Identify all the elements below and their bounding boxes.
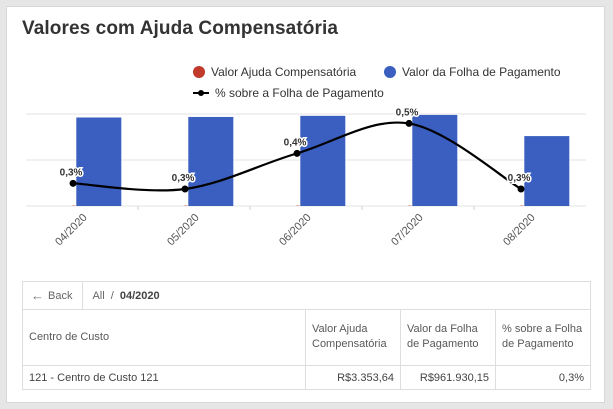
cell-centro-de-custo: 121 - Centro de Custo 121 [29,372,159,384]
cell-percent-folha: 0,3% [558,372,584,384]
bar-folha [188,116,234,206]
legend-item-percent[interactable]: % sobre a Folha de Pagamento [193,86,384,100]
x-tick-label: 06/2020 [277,212,314,249]
percent-point [181,185,189,193]
legend-label-percent: % sobre a Folha de Pagamento [215,86,384,100]
bar-folha [412,114,458,206]
back-label: Back [48,289,73,302]
arrow-left-icon: ← [31,288,44,303]
cell-valor-ajuda: R$3.353,64 [337,372,394,384]
percent-data-label: 0,4% [284,137,307,148]
breadcrumb-current: 04/2020 [119,289,160,302]
percent-data-label: 0,5% [396,107,419,118]
breadcrumb-separator: / [110,289,114,302]
percent-point [293,149,301,157]
legend-item-ajuda[interactable]: Valor Ajuda Compensatória [193,65,356,79]
x-tick-label: 05/2020 [165,212,202,249]
x-tick-label: 08/2020 [501,212,538,249]
breadcrumb-path: All / 04/2020 [92,290,159,302]
percent-data-label: 0,3% [508,173,531,184]
legend-item-folha[interactable]: Valor da Folha de Pagamento [384,65,561,79]
breadcrumb: ← Back All / 04/2020 [23,282,590,310]
percent-point [69,179,77,187]
header-centro-de-custo[interactable]: Centro de Custo [23,309,305,366]
percent-point [517,185,525,193]
legend-marker-folha [384,66,396,78]
legend-label-ajuda: Valor Ajuda Compensatória [211,65,357,79]
x-tick-label: 04/2020 [53,212,90,249]
combo-chart: 04/2020 05/2020 06/2020 07/2020 08/2020 0,3% 0… [26,106,586,249]
legend-marker-percent [193,88,209,98]
drilldown-table: ← Back All / 04/2020 Centro de Custo 121… [22,281,591,390]
bar-folha [524,136,570,206]
column-valor-folha: Valor da Folha de Pagamento R$961.930,15 [401,309,496,390]
percent-data-label: 0,3% [60,167,83,178]
bar-folha [300,115,346,206]
column-percent-folha: % sobre a Folha de Pagamento 0,3% [496,309,590,390]
header-valor-folha[interactable]: Valor da Folha de Pagamento [401,309,495,366]
x-tick-label: 07/2020 [389,212,426,249]
legend-marker-ajuda [193,66,205,78]
cell-valor-folha: R$961.930,15 [419,372,489,384]
percent-point [405,119,413,127]
header-valor-ajuda[interactable]: Valor Ajuda Compensatória [306,309,400,366]
column-centro-de-custo: Centro de Custo 121 - Centro de Custo 12… [23,309,306,390]
back-button[interactable]: ← Back [23,282,84,309]
column-valor-ajuda: Valor Ajuda Compensatória R$3.353,64 [306,309,401,390]
report-card: Valores com Ajuda Compensatória Valor Aj… [6,6,605,403]
bar-folha [76,117,122,206]
header-percent-folha[interactable]: % sobre a Folha de Pagamento [496,309,590,366]
percent-data-label: 0,3% [172,173,195,184]
chart-title: Valores com Ajuda Compensatória [22,18,338,39]
breadcrumb-all[interactable]: All [92,289,105,302]
legend-label-folha: Valor da Folha de Pagamento [402,65,561,79]
